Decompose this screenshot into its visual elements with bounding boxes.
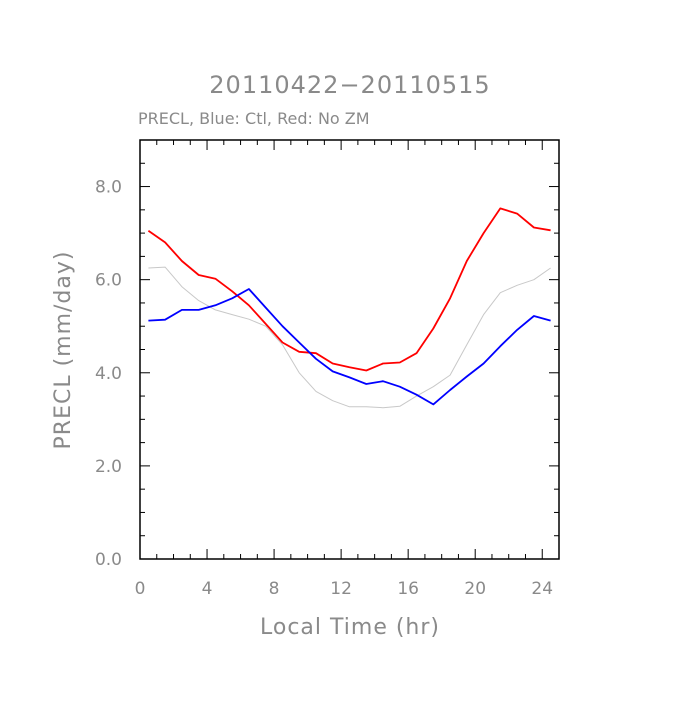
x-tick-label: 20 xyxy=(464,579,486,599)
y-axis-label: PRECL (mm/day) xyxy=(51,251,76,450)
chart-title: 20110422−20110515 xyxy=(209,71,490,99)
series-line-2 xyxy=(147,207,551,372)
y-tick-label: 0.0 xyxy=(95,550,122,570)
x-tick-label: 16 xyxy=(397,579,419,599)
series-line-1 xyxy=(148,266,551,409)
y-tick-labels: 0.0 2.0 4.0 6.0 8.0 xyxy=(95,178,122,570)
chart-subtitle: PRECL, Blue: Ctl, Red: No ZM xyxy=(138,109,370,128)
x-tick-label: 12 xyxy=(330,579,352,599)
y-tick-label: 2.0 xyxy=(95,457,122,477)
x-tick-label: 24 xyxy=(531,579,553,599)
x-tick-label: 4 xyxy=(202,579,213,599)
x-tick-labels: 0 4 8 12 16 20 24 xyxy=(135,579,553,599)
y-tick-label: 4.0 xyxy=(95,364,122,384)
x-tick-label: 0 xyxy=(135,579,146,599)
tick-marks xyxy=(139,139,560,560)
series-line-3 xyxy=(148,288,551,406)
y-tick-label: 8.0 xyxy=(95,178,122,198)
y-tick-label: 6.0 xyxy=(95,271,122,291)
series-lines xyxy=(147,207,551,409)
x-tick-label: 8 xyxy=(269,579,280,599)
x-axis-label: Local Time (hr) xyxy=(260,615,440,640)
